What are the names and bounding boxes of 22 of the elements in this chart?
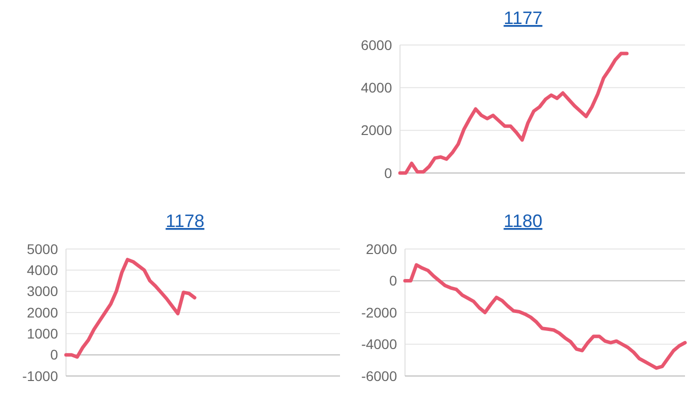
y-tick-label: -2000 [361,304,398,320]
y-tick-label: 6000 [360,36,392,53]
chart-title: 1177 [504,8,542,28]
y-tick-label: 2000 [26,304,58,320]
y-tick-label: 1000 [26,326,58,342]
y-tick-label: 3000 [26,283,58,300]
y-tick-label: 2000 [360,122,392,138]
line-series [398,52,629,175]
y-tick-label: -1000 [22,368,58,384]
line-series [403,263,687,370]
y-tick-label: 0 [50,346,58,363]
y-tick-label: 2000 [366,240,398,257]
chart-title: 1178 [166,211,204,231]
line-series [64,258,196,359]
y-tick-label: -4000 [361,336,398,352]
y-tick-label: 4000 [360,80,392,96]
y-tick-label: 4000 [26,262,58,278]
y-tick-label: -6000 [361,368,398,384]
chart-title: 1180 [504,211,542,231]
y-tick-label: 0 [389,272,398,289]
y-tick-label: 5000 [26,240,58,257]
y-tick-label: 0 [384,164,392,181]
